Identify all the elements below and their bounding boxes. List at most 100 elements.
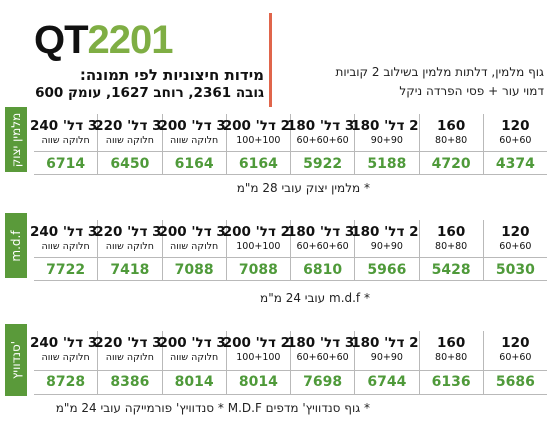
column-size: 2 דל' 180 (351, 118, 419, 134)
column-split: חלוקה שווה (169, 135, 219, 146)
column-split: חלוקה שווה (169, 352, 219, 363)
column-split: 60+60+60 (296, 135, 349, 146)
price-value: 8728 (46, 374, 86, 390)
column-size: 3 דל' 240 (30, 224, 98, 240)
column-size: 160 (437, 335, 466, 351)
row-divider (34, 370, 547, 371)
column-split: 90+90 (370, 352, 403, 363)
price-value: 6744 (367, 374, 407, 390)
column-split: 100+100 (236, 135, 281, 146)
price-value: 4720 (431, 156, 471, 172)
price-value: 4374 (495, 156, 535, 172)
vertical-divider (269, 13, 272, 107)
table-column: 2 דל' 180 90+90 6744 (351, 331, 419, 394)
column-size: 3 דל' 220 (94, 335, 162, 351)
column-size: 3 דל' 240 (30, 335, 98, 351)
price-value: 5922 (303, 156, 343, 172)
price-value: 5188 (367, 156, 407, 172)
price-section-mdf: m.d.f 3 דל' 240 חלוקה שווה 7722 3 דל' 220 ח… (0, 213, 553, 305)
column-split: 100+100 (236, 352, 281, 363)
product-description: גוף מלמין, דלתות מלמין בשילוב 2 קוביות ד… (282, 63, 544, 101)
table-column: 2 דל' 200 100+100 6164 (223, 114, 290, 174)
column-size: 120 (501, 335, 530, 351)
table-column: 3 דל' 200 חלוקה שווה 7088 (158, 220, 226, 280)
column-size: 3 דל' 200 (158, 118, 226, 134)
dimensions-heading: מידות חיצוניות לפי תמונה: (79, 66, 264, 84)
price-section-sandwich: סנדוויץ' 3 דל' 240 חלוקה שווה 8728 3 דל' 2… (0, 324, 553, 422)
column-size: 120 (501, 118, 530, 134)
column-split: 80+80 (435, 135, 468, 146)
row-divider (34, 280, 547, 281)
section-note: * מלמין יצוק עובי 28 מ"מ (236, 181, 370, 195)
column-size: 3 דל' 220 (94, 118, 162, 134)
table-column: 3 דל' 180 60+60+60 6810 (287, 220, 355, 280)
column-split: 80+80 (435, 352, 468, 363)
row-divider (34, 394, 547, 395)
column-size: 2 דל' 200 (222, 224, 290, 240)
price-value: 6136 (431, 374, 471, 390)
column-split: 60+60 (499, 241, 532, 252)
price-value: 6810 (303, 262, 343, 278)
table-column: 2 דל' 180 90+90 5966 (351, 220, 419, 280)
column-size: 3 דל' 240 (30, 118, 98, 134)
price-value: 6714 (46, 156, 86, 172)
column-split: חלוקה שווה (41, 352, 90, 363)
column-split: 60+60 (499, 135, 532, 146)
price-value: 5030 (495, 262, 535, 278)
column-size: 3 דל' 180 (287, 224, 355, 240)
table-column: 3 דל' 180 60+60+60 5922 (287, 114, 355, 174)
section-label-tab: m.d.f (5, 213, 27, 278)
description-line-1: גוף מלמין, דלתות מלמין בשילוב 2 קוביות (335, 65, 544, 79)
table-column: 160 80+80 6136 (418, 331, 483, 394)
section-note: * m.d.f עובי 24 מ"מ (260, 291, 370, 305)
section-label: סנדוויץ' (9, 340, 23, 380)
table-column: 160 80+80 5428 (418, 220, 483, 280)
table-column: 3 דל' 240 חלוקה שווה 7722 (30, 220, 98, 280)
model-number: 2201 (87, 18, 174, 62)
column-split: 60+60 (499, 352, 532, 363)
column-split: 60+60+60 (296, 352, 349, 363)
section-label-tab: סנדוויץ' (5, 324, 27, 396)
price-value: 7088 (238, 262, 278, 278)
column-split: 60+60+60 (296, 241, 349, 252)
column-size: 3 דל' 200 (158, 224, 226, 240)
table-column: 2 דל' 200 100+100 8014 (222, 331, 290, 394)
dimensions-text: גובה 2361, רוחב 1627, עומק 600 (35, 85, 264, 101)
column-split: 80+80 (435, 241, 468, 252)
price-table: 3 דל' 240 חלוקה שווה 6714 3 דל' 220 חלוקה ש… (30, 114, 547, 174)
price-value: 5428 (431, 262, 471, 278)
column-size: 160 (437, 118, 466, 134)
table-column: 3 דל' 240 חלוקה שווה 6714 (30, 114, 98, 174)
row-divider (34, 151, 547, 152)
column-size: 120 (501, 224, 530, 240)
column-split: חלוקה שווה (105, 241, 155, 252)
column-size: 3 דל' 220 (94, 224, 162, 240)
price-value: 5686 (495, 374, 535, 390)
row-divider (34, 257, 547, 258)
column-split: 100+100 (236, 241, 281, 252)
column-split: חלוקה שווה (41, 135, 90, 146)
column-split: חלוקה שווה (41, 241, 90, 252)
table-column: 3 דל' 200 חלוקה שווה 6164 (158, 114, 226, 174)
price-value: 8014 (238, 374, 278, 390)
column-size: 160 (437, 224, 466, 240)
table-column: 120 60+60 5686 (482, 331, 547, 394)
table-column: 120 60+60 5030 (482, 220, 547, 280)
price-value: 7722 (46, 262, 86, 278)
column-split: 90+90 (370, 135, 403, 146)
model-code: QT (34, 18, 89, 62)
price-value: 6450 (110, 156, 150, 172)
column-size: 2 דל' 200 (222, 335, 290, 351)
column-split: חלוקה שווה (169, 241, 219, 252)
column-split: 90+90 (370, 241, 403, 252)
price-value: 6164 (174, 156, 214, 172)
table-column: 120 60+60 4374 (482, 114, 547, 174)
price-section-melamine: מלמין יצוק 3 דל' 240 חלוקה שווה 6714 3 דל'… (0, 107, 553, 195)
price-value: 8386 (110, 374, 150, 390)
table-column: 160 80+80 4720 (418, 114, 483, 174)
product-title: QT2201 (34, 18, 174, 62)
column-size: 3 דל' 180 (287, 118, 355, 134)
table-column: 3 דל' 220 חלוקה שווה 6450 (94, 114, 162, 174)
column-split: חלוקה שווה (105, 135, 155, 146)
price-value: 5966 (367, 262, 407, 278)
